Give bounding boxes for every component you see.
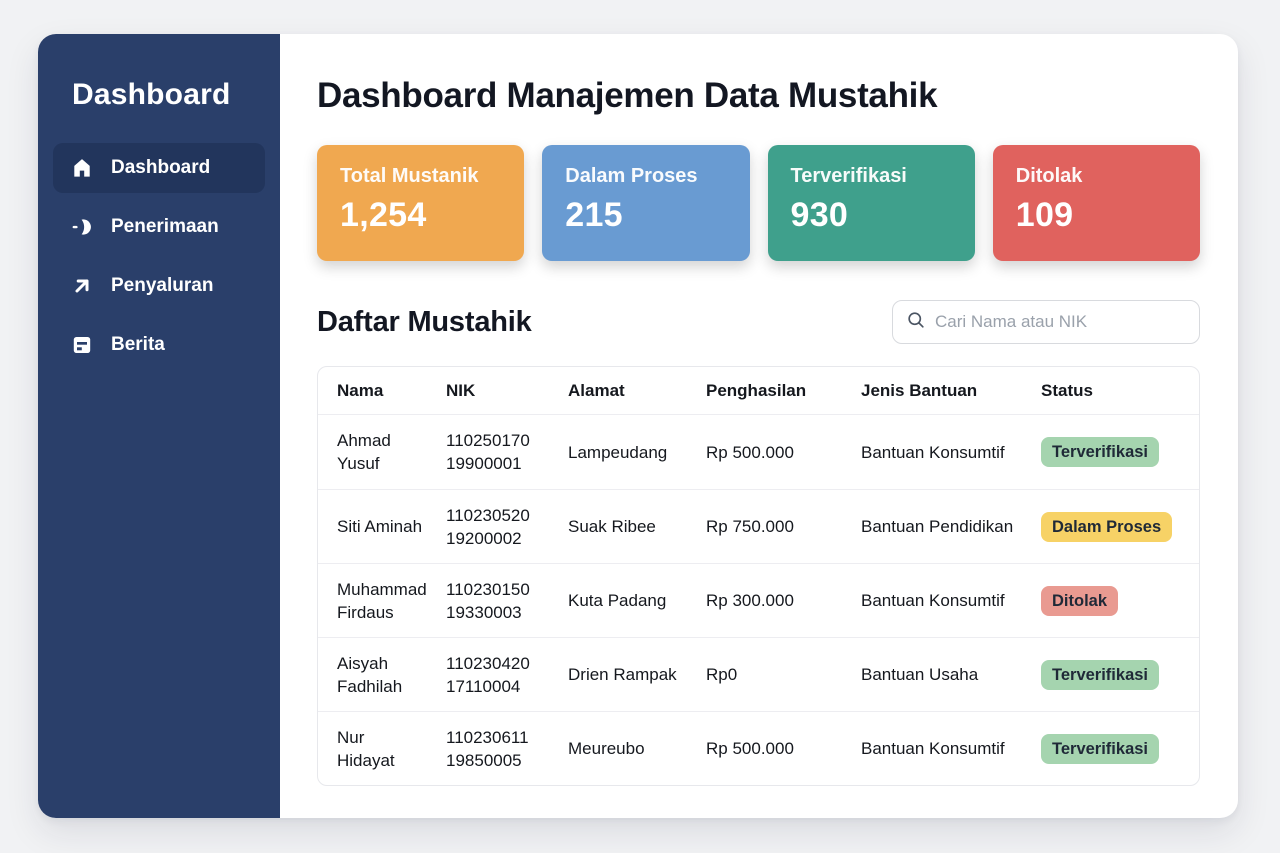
cell-alamat: Lampeudang (568, 442, 668, 462)
search-input[interactable] (935, 312, 1187, 332)
stat-card-dalam-proses: Dalam Proses 215 (542, 145, 750, 261)
cell-nik: 110230520 19200002 (446, 505, 530, 548)
status-badge: Ditolak (1041, 585, 1119, 616)
sidebar-nav: Dashboard Penerimaan Penyaluran (53, 143, 265, 370)
table-row: Ahmad Yusuf 110250170 19900001 Lampeudan… (318, 415, 1199, 489)
cell-penghasilan: Rp 750.000 (706, 517, 794, 536)
column-header-status: Status (1041, 380, 1093, 400)
column-header-penghasilan: Penghasilan (706, 380, 807, 400)
status-badge: Terverifikasi (1041, 659, 1160, 690)
list-section-title: Daftar Mustahik (317, 305, 532, 338)
stat-label: Ditolak (1015, 165, 1083, 187)
cell-nik: 110250170 19900001 (446, 431, 530, 473)
arrow-up-right-icon (70, 274, 94, 298)
cell-jenis-bantuan: Bantuan Konsumtif (861, 442, 1005, 462)
table-header-row: Nama NIK Alamat Penghasilan Jenis Bantua… (318, 367, 1199, 415)
search-icon (906, 310, 926, 335)
sidebar-item-label: Penyaluran (111, 275, 214, 296)
stat-card-terverifikasi: Terverifikasi 930 (767, 145, 975, 261)
app-window: Dashboard Dashboard Penerimaan (38, 34, 1238, 818)
sidebar-title: Dashboard (72, 78, 231, 111)
stat-value: 1,254 (340, 196, 427, 234)
cell-nama: Muhammad Firdaus (337, 579, 427, 622)
stat-label: Terverifikasi (790, 165, 907, 187)
sidebar-item-berita[interactable]: Berita (53, 320, 265, 370)
table-header: Nama NIK Alamat Penghasilan Jenis Bantua… (318, 367, 1199, 415)
table-row: Aisyah Fadhilah 110230420 17110004 Drien… (318, 637, 1199, 711)
news-icon (70, 333, 94, 357)
sidebar-item-penerimaan[interactable]: Penerimaan (53, 202, 265, 252)
main-content: Dashboard Manajemen Data Mustahik Total … (280, 34, 1238, 818)
sidebar: Dashboard Dashboard Penerimaan (38, 34, 280, 818)
cell-penghasilan: Rp 500.000 (706, 442, 794, 462)
search-box (892, 300, 1200, 344)
status-badge: Dalam Proses (1041, 511, 1173, 542)
cell-nik: 110230150 19330003 (446, 579, 530, 622)
table-body: Ahmad Yusuf 110250170 19900001 Lampeudan… (318, 415, 1199, 785)
column-header-alamat: Alamat (568, 380, 625, 400)
stats-row: Total Mustanik 1,254 Dalam Proses 215 Te… (317, 145, 1200, 261)
table-row: Nur Hidayat 110230611 19850005 Meureubo … (318, 711, 1199, 785)
cell-nama: Aisyah Fadhilah (337, 653, 403, 696)
sidebar-item-label: Dashboard (111, 157, 211, 178)
page-title: Dashboard Manajemen Data Mustahik (317, 76, 938, 115)
sidebar-item-label: Penerimaan (111, 216, 219, 237)
stat-value: 930 (790, 196, 849, 234)
cell-alamat: Suak Ribee (568, 517, 656, 536)
cell-alamat: Drien Rampak (568, 665, 677, 684)
cell-nama: Siti Aminah (337, 517, 423, 536)
cell-jenis-bantuan: Bantuan Usaha (861, 665, 979, 684)
cell-alamat: Meureubo (568, 739, 645, 758)
cell-nama: Ahmad Yusuf (337, 431, 391, 473)
cell-alamat: Kuta Padang (568, 591, 667, 610)
sidebar-item-label: Berita (111, 334, 165, 355)
mustahik-table: Nama NIK Alamat Penghasilan Jenis Bantua… (317, 366, 1200, 786)
table-row: Muhammad Firdaus 110230150 19330003 Kuta… (318, 563, 1199, 637)
stat-label: Total Mustanik (340, 165, 479, 187)
cell-nik: 110230611 19850005 (446, 727, 529, 770)
home-icon (70, 156, 94, 180)
column-header-jenis-bantuan: Jenis Bantuan (861, 380, 978, 400)
stat-value: 215 (565, 196, 623, 234)
cell-penghasilan: Rp 500.000 (706, 739, 794, 758)
stat-card-total-mustanik: Total Mustanik 1,254 (317, 145, 525, 261)
receive-icon (70, 215, 94, 239)
cell-status: Ditolak (1041, 585, 1199, 616)
cell-status: Terverifikasi (1041, 437, 1199, 467)
cell-jenis-bantuan: Bantuan Pendidikan (861, 517, 1014, 536)
list-section-header: Daftar Mustahik (317, 300, 1200, 344)
column-header-nama: Nama (337, 380, 384, 400)
sidebar-item-penyaluran[interactable]: Penyaluran (53, 261, 265, 311)
cell-penghasilan: Rp 300.000 (706, 591, 794, 610)
cell-status: Terverifikasi (1041, 733, 1199, 764)
cell-status: Dalam Proses (1041, 511, 1199, 542)
table-row: Siti Aminah 110230520 19200002 Suak Ribe… (318, 489, 1199, 563)
stat-value: 109 (1015, 196, 1074, 234)
column-header-nik: NIK (446, 380, 476, 400)
stat-card-ditolak: Ditolak 109 (992, 145, 1200, 261)
stat-label: Dalam Proses (565, 165, 698, 187)
cell-status: Terverifikasi (1041, 659, 1199, 690)
cell-jenis-bantuan: Bantuan Konsumtif (861, 591, 1005, 610)
cell-nik: 110230420 17110004 (446, 653, 530, 696)
status-badge: Terverifikasi (1041, 437, 1160, 467)
status-badge: Terverifikasi (1041, 733, 1160, 764)
cell-jenis-bantuan: Bantuan Konsumtif (861, 739, 1005, 758)
cell-nama: Nur Hidayat (337, 727, 395, 770)
cell-penghasilan: Rp0 (706, 665, 738, 684)
sidebar-item-dashboard[interactable]: Dashboard (53, 143, 265, 193)
